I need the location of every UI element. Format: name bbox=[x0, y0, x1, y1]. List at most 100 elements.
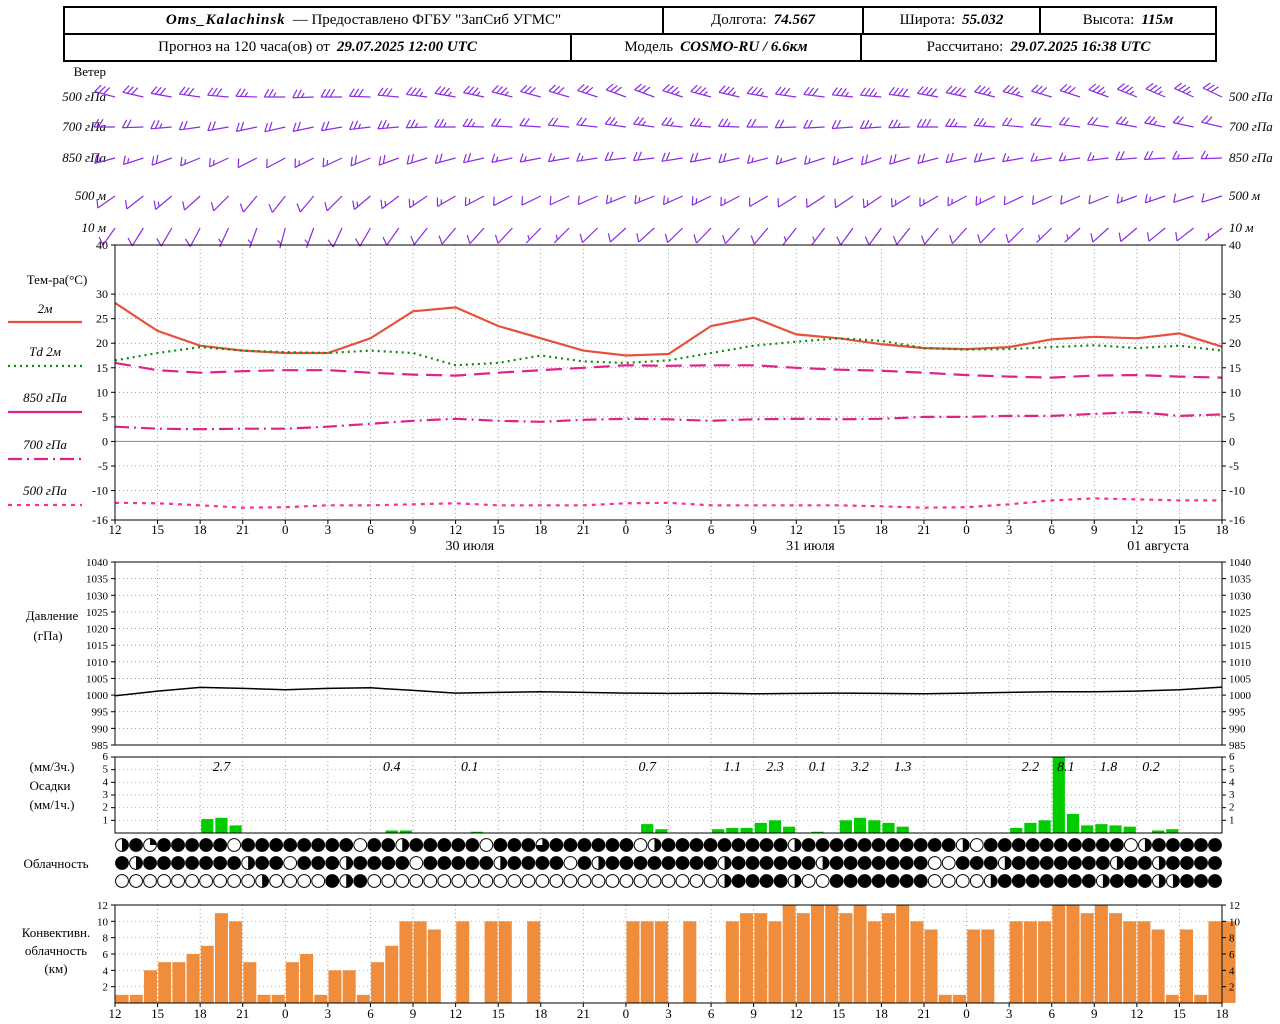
provider-text: — Предоставлено ФГБУ "ЗапСиб УГМС" bbox=[292, 12, 562, 28]
pressure-panel: 1040 1040 1035 1035 1030 1030 1025 1025 1020 1020… bbox=[26, 557, 1252, 752]
svg-text:18: 18 bbox=[534, 1006, 547, 1021]
svg-text:18: 18 bbox=[534, 522, 547, 537]
svg-text:Давление: Давление bbox=[26, 608, 79, 623]
svg-text:6: 6 bbox=[708, 522, 715, 537]
svg-text:12: 12 bbox=[449, 522, 462, 537]
svg-text:3.2: 3.2 bbox=[850, 760, 869, 775]
svg-text:21: 21 bbox=[917, 522, 930, 537]
svg-text:6: 6 bbox=[1048, 522, 1055, 537]
svg-text:20: 20 bbox=[96, 336, 108, 350]
svg-text:500 гПа: 500 гПа bbox=[1229, 89, 1273, 104]
svg-text:0: 0 bbox=[282, 1006, 289, 1021]
svg-text:500 м: 500 м bbox=[1229, 188, 1260, 203]
svg-text:3: 3 bbox=[325, 1006, 332, 1021]
svg-text:6: 6 bbox=[708, 1006, 715, 1021]
svg-text:0: 0 bbox=[623, 522, 630, 537]
svg-text:Облачность: Облачность bbox=[23, 856, 88, 871]
svg-text:850 гПа: 850 гПа bbox=[1229, 150, 1273, 165]
wind-panel: Ветер 500 гПа 500 гПа 700 гПа 700 гПа 850 гПа… bbox=[62, 64, 1273, 249]
svg-text:(мм/3ч.): (мм/3ч.) bbox=[29, 759, 74, 774]
svg-text:500 гПа: 500 гПа bbox=[23, 483, 67, 498]
svg-text:9: 9 bbox=[410, 1006, 417, 1021]
svg-text:-5: -5 bbox=[98, 459, 108, 473]
svg-text:18: 18 bbox=[1216, 1006, 1229, 1021]
svg-text:9: 9 bbox=[750, 522, 757, 537]
svg-text:2: 2 bbox=[103, 982, 109, 994]
svg-text:15: 15 bbox=[1173, 1006, 1186, 1021]
svg-text:1010: 1010 bbox=[1229, 657, 1252, 669]
svg-text:12: 12 bbox=[790, 1006, 803, 1021]
svg-text:4: 4 bbox=[1229, 965, 1235, 977]
svg-text:1035: 1035 bbox=[1229, 574, 1252, 586]
svg-text:15: 15 bbox=[96, 361, 108, 375]
svg-text:1025: 1025 bbox=[86, 607, 109, 619]
svg-text:Ветер: Ветер bbox=[74, 64, 106, 79]
svg-text:2: 2 bbox=[1229, 802, 1235, 814]
svg-text:12: 12 bbox=[109, 522, 122, 537]
svg-text:700 гПа: 700 гПа bbox=[23, 437, 67, 452]
svg-text:(гПа): (гПа) bbox=[33, 628, 62, 643]
forecast-time: 29.07.2025 12:00 UTC bbox=[336, 39, 477, 55]
svg-text:5: 5 bbox=[103, 764, 109, 776]
svg-text:15: 15 bbox=[832, 1006, 845, 1021]
latitude-label: Широта: bbox=[899, 12, 956, 28]
svg-text:8.1: 8.1 bbox=[1057, 760, 1075, 775]
model-value: COSMO-RU / 6.6км bbox=[680, 39, 808, 55]
svg-text:15: 15 bbox=[832, 522, 845, 537]
svg-text:9: 9 bbox=[410, 522, 417, 537]
svg-text:8: 8 bbox=[103, 933, 109, 945]
svg-text:1.3: 1.3 bbox=[894, 760, 912, 775]
svg-text:5: 5 bbox=[1229, 764, 1235, 776]
latitude-value: 55.032 bbox=[962, 12, 1004, 28]
svg-text:40: 40 bbox=[96, 238, 108, 252]
svg-text:995: 995 bbox=[1229, 707, 1246, 719]
svg-text:Тем-ра(°C): Тем-ра(°C) bbox=[27, 272, 88, 287]
calc-cell: Рассчитано: 29.07.2025 16:38 UTC bbox=[860, 35, 1215, 60]
svg-text:1020: 1020 bbox=[86, 624, 109, 636]
svg-text:9: 9 bbox=[1091, 522, 1098, 537]
model-cell: Модель COSMO-RU / 6.6км bbox=[570, 35, 860, 60]
svg-text:18: 18 bbox=[194, 1006, 207, 1021]
svg-text:3: 3 bbox=[1229, 789, 1235, 801]
header-row-2: Прогноз на 120 часа(ов) от 29.07.2025 12… bbox=[65, 33, 1215, 60]
svg-text:985: 985 bbox=[1229, 740, 1246, 752]
svg-text:1020: 1020 bbox=[1229, 624, 1252, 636]
svg-text:12: 12 bbox=[449, 1006, 462, 1021]
calc-label: Рассчитано: bbox=[926, 39, 1004, 55]
time-axis: 12 12 15 15 18 18 21 21 0 0 3 3 6 6 9 9 12 12 15 15 18 18 21 21… bbox=[109, 520, 1229, 1021]
svg-text:700 гПа: 700 гПа bbox=[1229, 119, 1273, 134]
svg-text:15: 15 bbox=[151, 1006, 164, 1021]
svg-text:30: 30 bbox=[1229, 287, 1241, 301]
altitude-cell: Высота: 115м bbox=[1039, 8, 1215, 33]
svg-text:12: 12 bbox=[97, 900, 108, 912]
svg-text:-16: -16 bbox=[1229, 513, 1245, 527]
svg-text:0.7: 0.7 bbox=[638, 760, 657, 775]
svg-text:850 гПа: 850 гПа bbox=[23, 390, 67, 405]
latitude-cell: Широта: 55.032 bbox=[862, 8, 1039, 33]
svg-text:40: 40 bbox=[1229, 238, 1241, 252]
svg-text:500 м: 500 м bbox=[75, 188, 106, 203]
svg-text:0: 0 bbox=[282, 522, 289, 537]
svg-text:15: 15 bbox=[492, 522, 505, 537]
svg-text:1.1: 1.1 bbox=[724, 760, 742, 775]
svg-text:6: 6 bbox=[367, 522, 374, 537]
svg-text:2: 2 bbox=[1229, 982, 1235, 994]
svg-text:25: 25 bbox=[96, 312, 108, 326]
svg-text:21: 21 bbox=[577, 1006, 590, 1021]
svg-text:3: 3 bbox=[325, 522, 332, 537]
svg-text:0: 0 bbox=[1229, 434, 1235, 448]
station-name: Oms_Kalachinsk bbox=[165, 12, 286, 28]
svg-text:1035: 1035 bbox=[86, 574, 109, 586]
svg-text:12: 12 bbox=[1229, 900, 1240, 912]
svg-text:15: 15 bbox=[492, 1006, 505, 1021]
model-label: Модель bbox=[624, 39, 674, 55]
svg-text:15: 15 bbox=[151, 522, 164, 537]
svg-text:15: 15 bbox=[1229, 361, 1241, 375]
altitude-label: Высота: bbox=[1082, 12, 1135, 28]
svg-text:4: 4 bbox=[103, 776, 109, 788]
svg-text:9: 9 bbox=[750, 1006, 757, 1021]
svg-text:4: 4 bbox=[1229, 776, 1235, 788]
svg-text:(км): (км) bbox=[44, 961, 67, 976]
calc-value: 29.07.2025 16:38 UTC bbox=[1010, 39, 1151, 55]
